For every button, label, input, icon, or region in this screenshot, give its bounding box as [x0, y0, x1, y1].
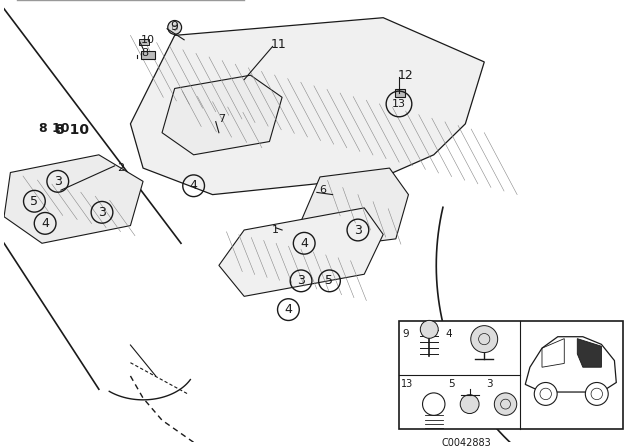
FancyBboxPatch shape	[140, 39, 149, 45]
Text: 5: 5	[326, 274, 333, 287]
Text: 13: 13	[392, 99, 406, 109]
Text: 4: 4	[189, 179, 198, 192]
Text: 8: 8	[141, 48, 148, 58]
Text: 3: 3	[54, 175, 61, 188]
Text: 11: 11	[271, 38, 287, 51]
Text: 5: 5	[30, 195, 38, 208]
FancyBboxPatch shape	[395, 89, 404, 97]
Circle shape	[494, 393, 516, 415]
Polygon shape	[4, 155, 143, 243]
Text: 13: 13	[401, 379, 413, 388]
Text: 8 10: 8 10	[40, 122, 70, 135]
Text: 4: 4	[41, 217, 49, 230]
Text: 4: 4	[300, 237, 308, 250]
Polygon shape	[577, 339, 602, 367]
Text: 3: 3	[486, 379, 493, 388]
Text: 4: 4	[445, 329, 452, 339]
Text: 3: 3	[297, 274, 305, 287]
Polygon shape	[301, 168, 408, 248]
Text: ⬡: ⬡	[172, 25, 178, 30]
Circle shape	[534, 383, 557, 405]
Text: 1: 1	[272, 225, 279, 235]
Text: 3: 3	[98, 206, 106, 219]
Text: 7: 7	[218, 114, 226, 125]
Polygon shape	[131, 17, 484, 194]
Text: 12: 12	[397, 69, 413, 82]
Circle shape	[460, 395, 479, 414]
Circle shape	[471, 326, 498, 353]
Text: 8 10: 8 10	[54, 124, 88, 138]
Circle shape	[420, 320, 438, 338]
Text: 9: 9	[403, 329, 409, 339]
Text: 9: 9	[171, 20, 179, 33]
Polygon shape	[219, 208, 383, 296]
Text: C0042883: C0042883	[442, 438, 491, 448]
Circle shape	[586, 383, 608, 405]
Text: 6: 6	[319, 185, 326, 195]
Text: 2: 2	[117, 163, 125, 173]
Text: 3: 3	[354, 224, 362, 237]
Text: 5: 5	[449, 379, 455, 388]
FancyBboxPatch shape	[399, 321, 623, 429]
Circle shape	[168, 21, 182, 34]
Text: 10: 10	[141, 35, 155, 45]
FancyBboxPatch shape	[141, 52, 155, 59]
Polygon shape	[162, 75, 282, 155]
Text: 4: 4	[284, 303, 292, 316]
